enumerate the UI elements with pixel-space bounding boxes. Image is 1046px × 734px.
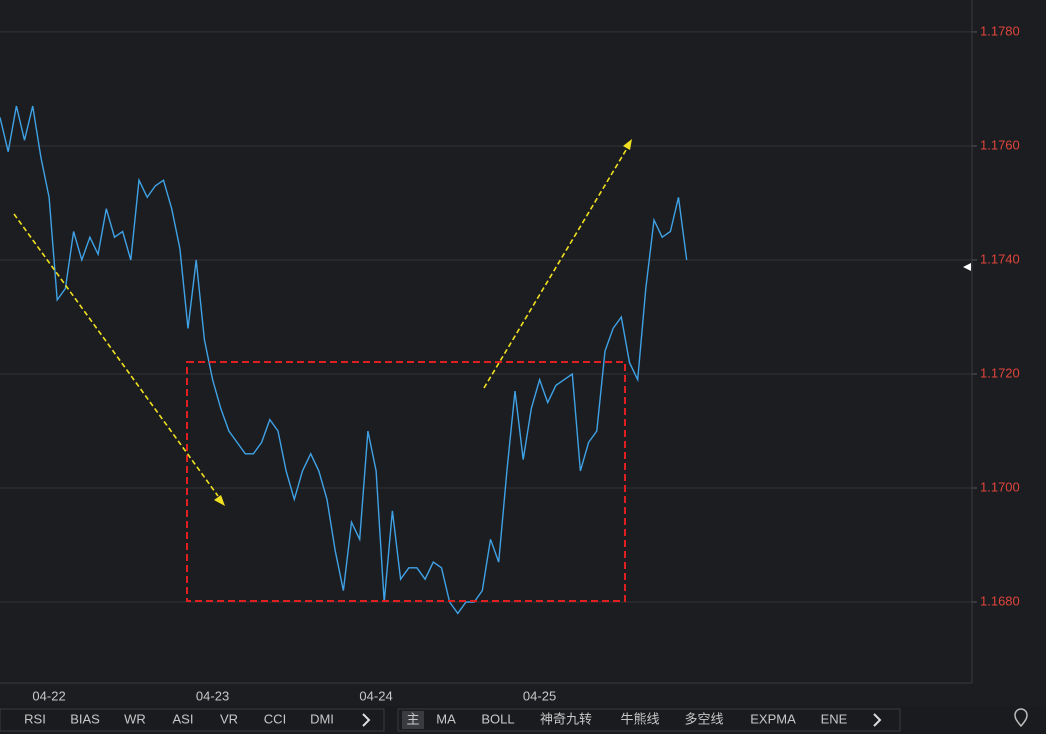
toolbar xyxy=(0,706,1046,734)
location-icon[interactable] xyxy=(1014,708,1028,728)
indicator-tab[interactable]: ASI xyxy=(173,711,194,726)
y-tick-label: 1.1780 xyxy=(980,23,1020,38)
indicator-tab[interactable]: VR xyxy=(220,711,238,726)
y-tick-label: 1.1720 xyxy=(980,365,1020,380)
indicator-tab[interactable]: ENE xyxy=(821,711,848,726)
indicator-tab[interactable]: BIAS xyxy=(70,711,100,726)
indicator-tab[interactable]: WR xyxy=(124,711,146,726)
x-tick-label: 04-23 xyxy=(196,688,229,703)
plot: 1.1680 1.1700 1.1720 1.1740 1.1760 1.1780 04-2… xyxy=(0,23,1020,703)
tab-group xyxy=(0,708,385,732)
arrow-head xyxy=(623,139,632,150)
y-tick-label: 1.1680 xyxy=(980,593,1020,608)
price-marker xyxy=(963,263,971,271)
arrow-head xyxy=(214,495,225,506)
indicator-tab[interactable]: 牛熊线 xyxy=(620,711,659,726)
trend-arrows xyxy=(13,139,632,506)
highlight-box xyxy=(186,361,626,602)
more-button[interactable] xyxy=(873,713,882,727)
indicator-tab[interactable]: CCI xyxy=(264,711,286,726)
y-tick-label: 1.1740 xyxy=(980,251,1020,266)
indicator-tab[interactable]: MA xyxy=(436,711,456,726)
x-tick-label: 04-25 xyxy=(523,688,556,703)
x-tick-label: 04-22 xyxy=(32,688,65,703)
indicator-tab[interactable]: 神奇九转 xyxy=(540,711,592,726)
indicator-tab[interactable]: DMI xyxy=(310,711,334,726)
indicator-tab[interactable]: 主 xyxy=(406,711,419,726)
tab-group xyxy=(397,708,901,732)
x-tick-label: 04-24 xyxy=(359,688,392,703)
up-arrow xyxy=(483,149,627,389)
indicator-tab[interactable]: 多空线 xyxy=(684,711,723,726)
indicator-tab[interactable]: EXPMA xyxy=(750,711,796,726)
y-tick-label: 1.1700 xyxy=(980,479,1020,494)
more-button[interactable] xyxy=(362,713,371,727)
indicator-tab[interactable]: RSI xyxy=(24,711,46,726)
indicator-tab[interactable]: BOLL xyxy=(481,711,514,726)
y-tick-label: 1.1760 xyxy=(980,137,1020,152)
tab-active xyxy=(402,711,424,729)
price-line xyxy=(0,105,688,615)
down-arrow xyxy=(13,213,219,497)
